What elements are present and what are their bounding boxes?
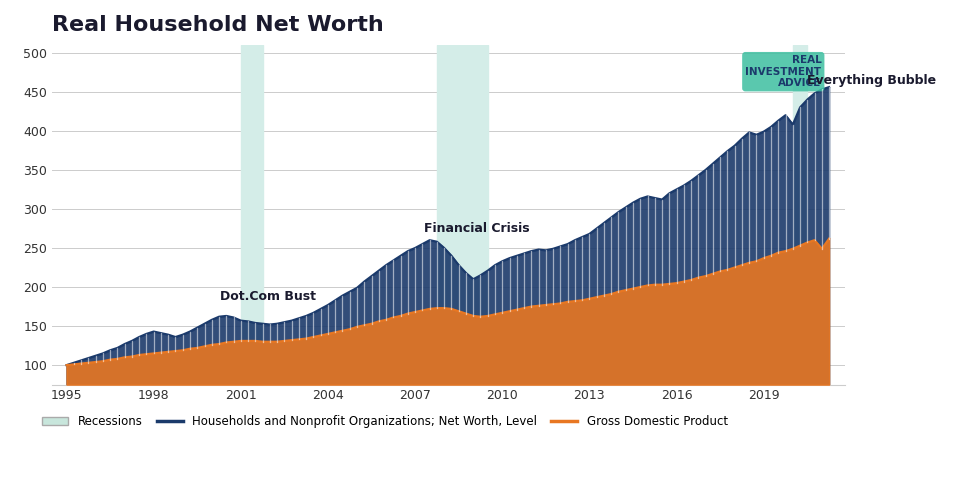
Text: Real Household Net Worth: Real Household Net Worth [51, 15, 383, 35]
Bar [240, 45, 262, 385]
Bar [436, 45, 487, 385]
Legend: Recessions, Households and Nonprofit Organizations; Net Worth, Level, Gross Dome: Recessions, Households and Nonprofit Org… [37, 410, 732, 433]
Bar [792, 45, 806, 385]
Text: Financial Crisis: Financial Crisis [423, 223, 529, 235]
Text: REAL
INVESTMENT
ADVICE: REAL INVESTMENT ADVICE [744, 55, 821, 88]
Text: Everything Bubble: Everything Bubble [806, 74, 936, 87]
Text: Dot.Com Bust: Dot.Com Bust [220, 290, 316, 303]
